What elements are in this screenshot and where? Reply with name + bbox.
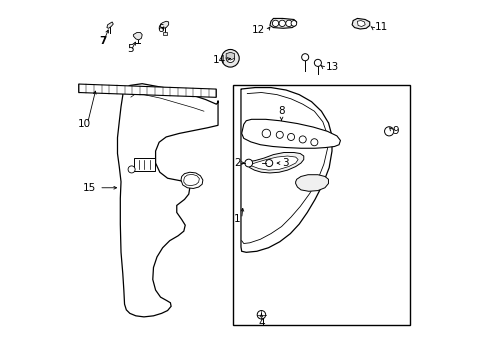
Circle shape — [310, 139, 317, 146]
Circle shape — [262, 129, 270, 138]
Text: 15: 15 — [83, 183, 96, 193]
Polygon shape — [246, 153, 303, 173]
Circle shape — [128, 166, 135, 173]
Polygon shape — [79, 84, 216, 97]
Text: 4: 4 — [258, 318, 264, 328]
Text: 13: 13 — [325, 62, 338, 72]
Polygon shape — [107, 22, 113, 28]
Polygon shape — [133, 32, 142, 40]
Text: 2: 2 — [234, 158, 241, 168]
Circle shape — [265, 159, 272, 167]
Text: 14: 14 — [212, 55, 225, 65]
Polygon shape — [357, 21, 365, 27]
Circle shape — [244, 159, 252, 167]
Circle shape — [384, 127, 393, 136]
Circle shape — [287, 134, 294, 140]
Polygon shape — [183, 174, 199, 186]
Circle shape — [314, 59, 321, 66]
Circle shape — [299, 136, 305, 143]
Polygon shape — [117, 84, 218, 317]
Circle shape — [221, 49, 239, 67]
Circle shape — [257, 311, 265, 319]
Text: 3: 3 — [282, 158, 288, 168]
Polygon shape — [295, 175, 328, 191]
Polygon shape — [269, 18, 296, 28]
Polygon shape — [160, 21, 168, 28]
Text: 1: 1 — [233, 214, 240, 224]
Text: 10: 10 — [77, 118, 90, 129]
Circle shape — [301, 54, 308, 61]
Text: 12: 12 — [251, 25, 264, 35]
Circle shape — [276, 131, 283, 138]
Polygon shape — [225, 52, 234, 60]
Circle shape — [225, 54, 234, 63]
Polygon shape — [351, 18, 369, 29]
Circle shape — [285, 20, 291, 27]
Text: 11: 11 — [374, 22, 387, 32]
Text: 6: 6 — [157, 24, 163, 34]
Polygon shape — [163, 32, 166, 35]
Text: 9: 9 — [392, 126, 399, 136]
Text: 7: 7 — [100, 36, 107, 46]
Polygon shape — [181, 172, 203, 189]
Polygon shape — [241, 87, 331, 252]
Polygon shape — [250, 156, 298, 170]
Bar — [233, 85, 409, 325]
Bar — [134, 158, 155, 171]
Text: 8: 8 — [278, 107, 285, 117]
Polygon shape — [241, 119, 340, 148]
Text: 5: 5 — [127, 45, 134, 54]
Circle shape — [272, 20, 278, 27]
Circle shape — [290, 21, 296, 26]
Circle shape — [279, 20, 285, 27]
